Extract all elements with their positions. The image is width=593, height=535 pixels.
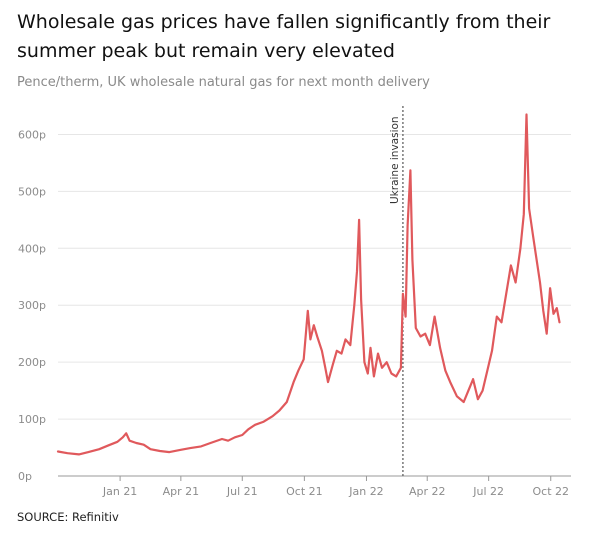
y-tick-label: 200p xyxy=(18,356,46,369)
gas-price-series-line xyxy=(56,113,561,456)
chart-subtitle: Pence/therm, UK wholesale natural gas fo… xyxy=(17,75,430,90)
x-tick-label: Oct 22 xyxy=(532,485,569,498)
x-axis-ticks: Jan 21 Apr 21 Jul 21 Oct 21 Jan 22 Apr 22 Jul … xyxy=(102,476,569,498)
y-tick-label: 600p xyxy=(18,128,46,141)
x-tick-label: Apr 22 xyxy=(409,485,446,498)
y-tick-label: 0p xyxy=(18,470,32,483)
x-tick-label: Jan 22 xyxy=(348,485,383,498)
x-tick-label: Jul 22 xyxy=(472,485,504,498)
x-tick-label: Jul 21 xyxy=(226,485,258,498)
chart-title: Wholesale gas prices have fallen signifi… xyxy=(17,11,551,62)
grid-layer xyxy=(58,133,571,477)
y-axis-ticks: 0p 100p 200p 300p 400p 500p 600p xyxy=(18,128,46,483)
y-tick-label: 300p xyxy=(18,299,46,312)
y-tick-label: 500p xyxy=(18,185,46,198)
y-tick-label: 400p xyxy=(18,242,46,255)
annotation-label: Ukraine invasion xyxy=(389,116,401,204)
series-layer xyxy=(56,113,561,456)
source-note: SOURCE: Refinitiv xyxy=(17,510,119,524)
x-tick-label: Oct 21 xyxy=(286,485,323,498)
annotation-layer: Ukraine invasion xyxy=(389,106,404,476)
y-tick-label: 100p xyxy=(18,413,46,426)
x-tick-label: Apr 21 xyxy=(163,485,200,498)
x-tick-label: Jan 21 xyxy=(102,485,137,498)
